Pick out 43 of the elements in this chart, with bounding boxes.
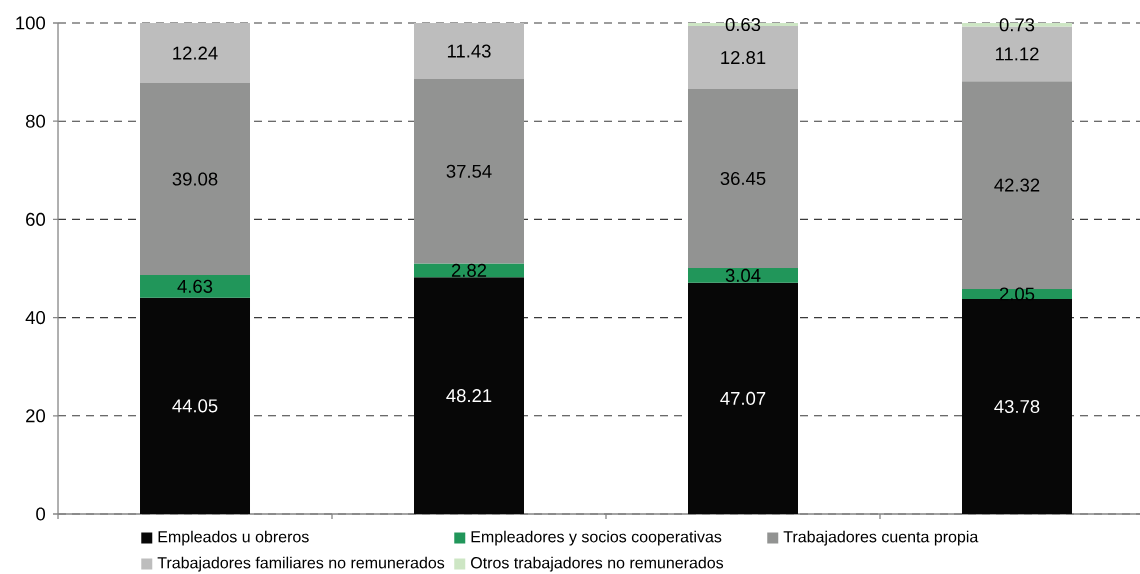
y-tick-label: 80: [25, 114, 46, 128]
y-tick-label: 100: [16, 16, 46, 30]
bar: [688, 88, 798, 268]
legend-label: Trabajadores cuenta propia: [783, 530, 979, 546]
data-label: 47.07: [720, 391, 766, 405]
data-label: 11.12: [995, 47, 1039, 61]
bar: [140, 22, 251, 84]
y-tick-label: 0: [36, 507, 46, 521]
data-label: 0.73: [999, 18, 1035, 32]
y-tick-label: 60: [26, 212, 46, 226]
data-label: 12.81: [721, 50, 766, 65]
legend-label: Empleados u obreros: [158, 530, 309, 546]
data-label: 42.32: [994, 178, 1040, 192]
bar: [140, 297, 251, 514]
bar: [414, 277, 524, 514]
bar: [962, 299, 1072, 514]
bar: [688, 282, 798, 514]
data-label: 44.05: [172, 399, 218, 413]
bar: [140, 274, 251, 298]
data-label: 4.63: [177, 279, 213, 293]
data-label: 43.78: [994, 399, 1040, 414]
y-tick-label: 40: [25, 311, 46, 325]
data-label: 2.05: [999, 287, 1035, 301]
bar: [140, 83, 251, 275]
y-tick-label: 20: [26, 409, 46, 423]
bar: [962, 288, 1072, 300]
data-label: 48.21: [446, 389, 492, 403]
bar: [414, 79, 524, 264]
data-label: 2.82: [451, 263, 487, 277]
data-label: 37.54: [446, 164, 492, 178]
data-label: 11.43: [447, 44, 491, 58]
bar: [962, 81, 1072, 289]
legend-label: Empleadores y socios cooperativas: [471, 530, 722, 546]
data-label: 36.45: [720, 171, 766, 186]
bar: [414, 263, 524, 278]
data-label: 3.04: [725, 268, 761, 282]
bar: [414, 22, 524, 80]
data-label: 12.24: [173, 46, 218, 60]
data-label: 39.08: [172, 172, 218, 186]
bar: [688, 267, 798, 283]
legend-label: Trabajadores familiares no remunerados: [157, 556, 445, 572]
data-label: 0.63: [725, 17, 761, 32]
legend-label: Otros trabajadores no remunerados: [471, 556, 724, 572]
